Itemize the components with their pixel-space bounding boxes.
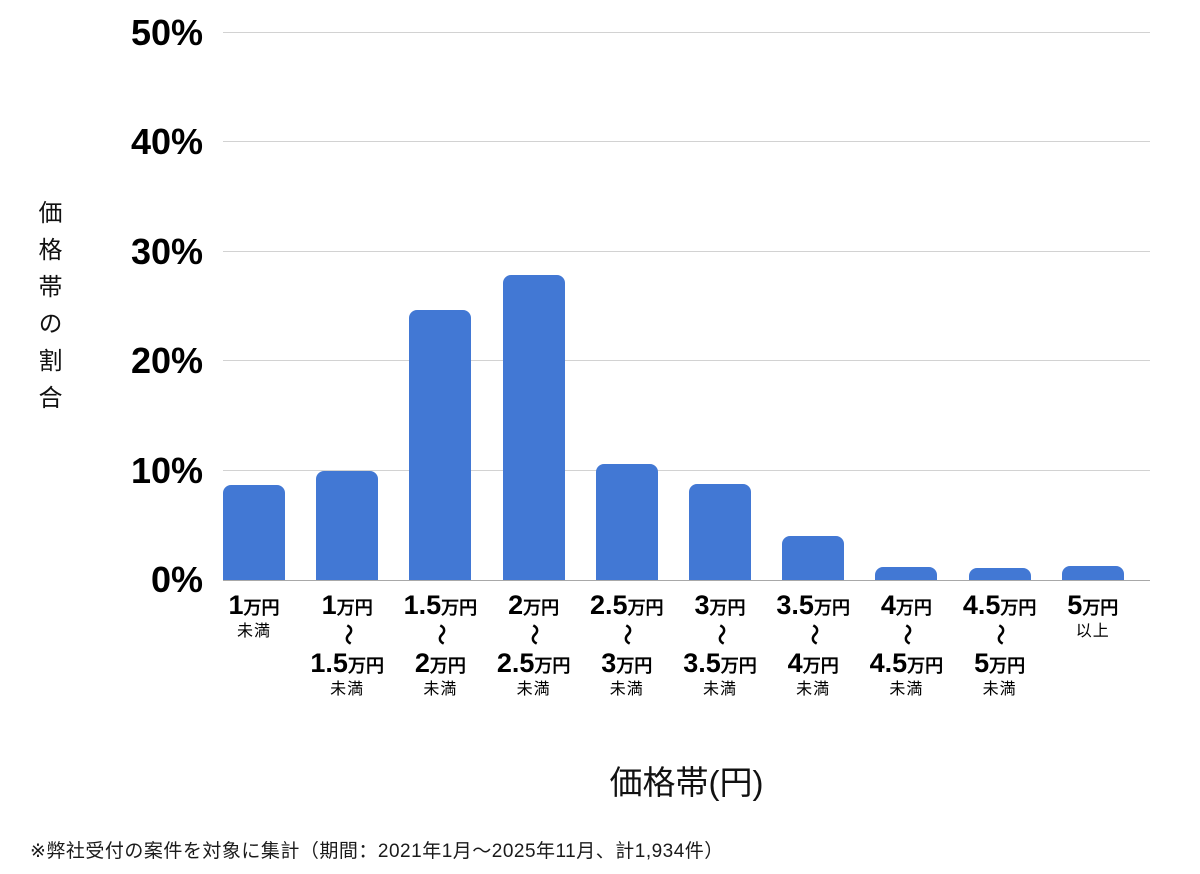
gridline <box>223 469 1150 471</box>
x-tick-label: 5万円以上 <box>1035 590 1151 640</box>
x-tick-range-to: 1.5万円 <box>310 648 384 678</box>
x-tick-range-to: 4万円 <box>787 648 839 678</box>
gridline <box>223 32 1150 33</box>
x-tick-range-from: 4.5万円 <box>962 590 1037 620</box>
gridline <box>223 141 1150 143</box>
x-tick-label: 4万円〜 4.5万円 未満 <box>848 590 964 698</box>
x-tick-qualifier: 未満 <box>423 681 458 698</box>
bar <box>689 484 751 580</box>
x-axis-baseline <box>223 580 1150 581</box>
x-tick-range-from: 5万円 <box>1067 590 1119 620</box>
x-tick-range-to: 5万円 <box>974 648 1026 678</box>
x-tick-label: 3万円〜 3.5万円 未満 <box>662 590 778 698</box>
y-tick-label: 0% <box>150 559 203 600</box>
bar <box>968 568 1031 580</box>
x-tick-qualifier: 未満 <box>796 681 831 698</box>
bar <box>409 310 472 580</box>
y-tick-label: 20% <box>130 340 203 382</box>
bar <box>502 275 565 580</box>
x-tick-range-from: 2万円 <box>508 590 560 620</box>
bar <box>595 464 658 580</box>
plot-area <box>223 32 1150 581</box>
x-tick-range-to: 2万円 <box>414 648 466 678</box>
x-tick-label: 1万円未満 <box>196 590 312 640</box>
gridline <box>223 360 1150 362</box>
x-tick-qualifier: 未満 <box>982 681 1017 698</box>
x-tick-range-from: 1万円 <box>228 590 280 620</box>
x-tick-qualifier: 未満 <box>330 681 365 698</box>
x-tick-range-from: 2.5万円 <box>590 590 664 620</box>
bar <box>316 471 379 580</box>
x-tick-qualifier: 以上 <box>1075 623 1110 640</box>
x-tick-qualifier: 未満 <box>516 681 551 698</box>
y-axis-title: 価格帯の割合 <box>34 200 61 422</box>
x-tick-range-to: 2.5万円 <box>496 648 571 678</box>
y-tick-label: 10% <box>130 449 203 491</box>
x-tick-qualifier: 未満 <box>702 681 737 698</box>
y-tick-label: 40% <box>130 121 203 163</box>
bar <box>1061 566 1124 580</box>
x-tick-label: 2.5万円〜 3万円 未満 <box>569 590 685 698</box>
x-tick-range-from: 1万円 <box>321 590 373 620</box>
bar <box>782 536 845 580</box>
x-tick-qualifier: 未満 <box>889 681 924 698</box>
x-tick-label: 3.5万円〜 4万円 未満 <box>755 590 871 698</box>
y-tick-label: 50% <box>130 12 203 53</box>
x-tick-range-to: 3.5万円 <box>683 648 757 678</box>
bar <box>875 567 938 580</box>
x-tick-label: 1.5万円〜 2万円 未満 <box>382 590 498 698</box>
x-tick-qualifier: 未満 <box>609 681 644 698</box>
x-tick-range-from: 1.5万円 <box>403 590 478 620</box>
x-tick-range-to: 3万円 <box>601 648 653 678</box>
x-tick-range-from: 4万円 <box>880 590 932 620</box>
bar <box>223 485 285 580</box>
x-tick-qualifier: 未満 <box>236 623 271 640</box>
footnote: ※弊社受付の案件を対象に集計（期間：2021年1月〜2025年11月、計1,93… <box>30 841 724 862</box>
x-tick-label: 1万円〜 1.5万円 未満 <box>289 590 405 698</box>
x-tick-range-from: 3万円 <box>694 590 746 620</box>
x-tick-range-to: 4.5万円 <box>869 648 944 678</box>
x-tick-range-from: 3.5万円 <box>776 590 850 620</box>
gridline <box>223 250 1150 252</box>
x-tick-label: 2万円〜 2.5万円 未満 <box>476 590 592 698</box>
x-tick-label: 4.5万円〜 5万円 未満 <box>942 590 1058 698</box>
y-tick-label: 30% <box>130 230 203 272</box>
x-axis-title: 価格帯(円) <box>609 764 764 801</box>
